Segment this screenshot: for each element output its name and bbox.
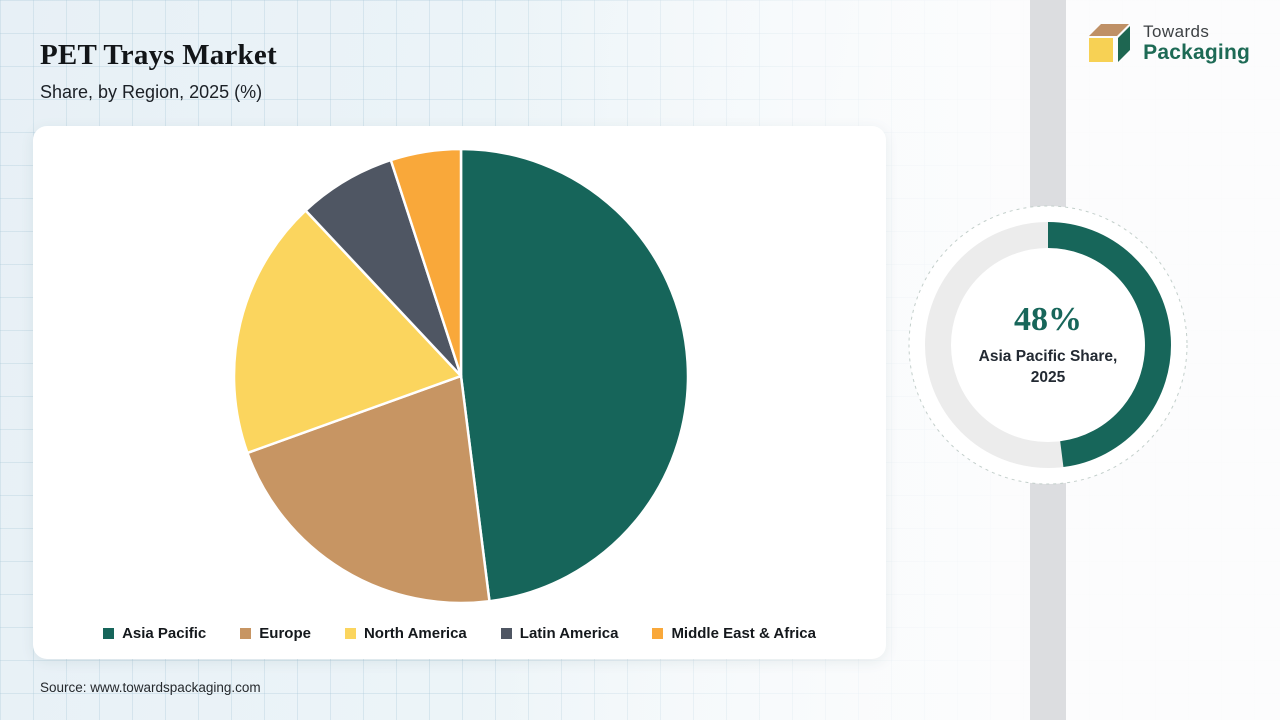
chart-card: Asia Pacific Europe North America Latin … <box>33 126 886 659</box>
legend-item-north-america: North America <box>344 625 467 642</box>
legend-label-asia-pacific: Asia Pacific <box>122 625 207 642</box>
pie-chart-svg <box>232 147 690 605</box>
legend-item-latin-america: Latin America <box>500 625 619 642</box>
legend-item-asia-pacific: Asia Pacific <box>103 625 206 642</box>
legend-marker-asia-pacific <box>103 628 115 639</box>
legend-marker-latin-america <box>500 628 512 639</box>
legend-label-latin-america: Latin America <box>519 625 619 642</box>
legend-item-europe: Europe <box>240 625 311 642</box>
chart-legend: Asia Pacific Europe North America Latin … <box>33 625 886 642</box>
donut-chart-svg <box>908 205 1188 485</box>
legend-item-middle-east-africa: Middle East & Africa <box>652 625 816 642</box>
legend-marker-europe <box>240 628 252 639</box>
page-subtitle: Share, by Region, 2025 (%) <box>40 81 263 102</box>
header: PET Trays Market Share, by Region, 2025 … <box>40 39 277 103</box>
logo-word-towards: Towards <box>1143 21 1210 41</box>
towards-packaging-logo: Towards Packaging <box>1087 20 1250 66</box>
legend-marker-middle-east-africa <box>652 628 664 639</box>
legend-marker-north-america <box>344 628 356 639</box>
pie-slice-asia-pacific <box>459 147 690 603</box>
donut-value-arc <box>1047 222 1171 468</box>
logo-wordmark: Towards Packaging <box>1143 22 1250 65</box>
pie-slice-north-america <box>232 209 463 455</box>
legend-label-north-america: North America <box>363 625 467 642</box>
pie-slice-middle-east-africa <box>389 147 463 378</box>
page-title: PET Trays Market <box>40 39 277 71</box>
pie-slice-europe <box>246 374 491 605</box>
legend-label-middle-east-africa: Middle East & Africa <box>671 625 816 642</box>
pie-chart <box>231 146 691 606</box>
logo-box-icon <box>1089 24 1131 62</box>
source-text: Source: www.towardspackaging.com <box>40 680 261 695</box>
logo-word-packaging: Packaging <box>1143 40 1250 64</box>
legend-label-europe: Europe <box>259 625 311 642</box>
highlight-donut: 48% Asia Pacific Share, 2025 <box>908 205 1188 485</box>
